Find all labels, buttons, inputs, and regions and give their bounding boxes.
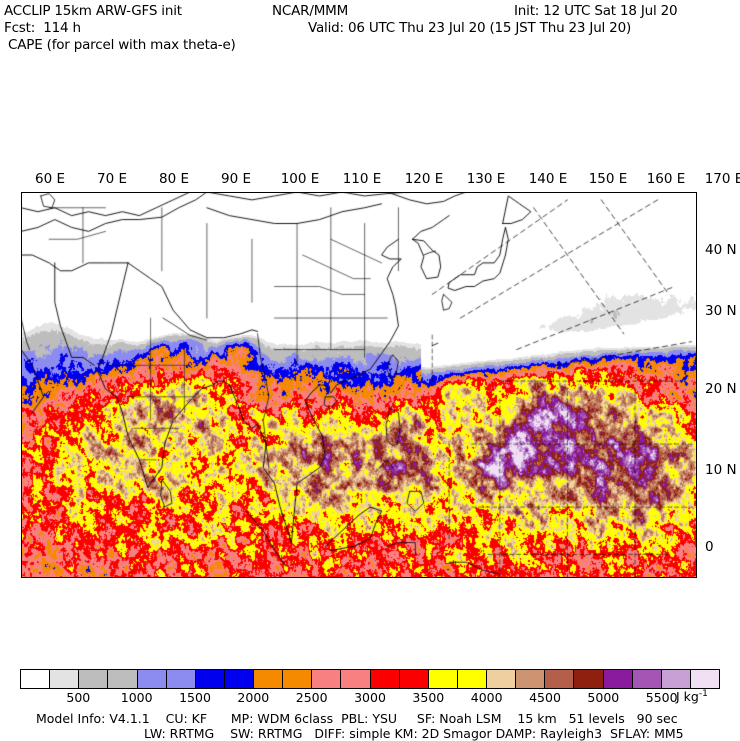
colorbar-tick-label: 1500 [179,690,211,705]
colorbar-tick-label: 3000 [354,690,386,705]
colorbar-segment [661,670,691,688]
header-forecast-hour: Fcst: 114 h [4,20,81,36]
colorbar-tick-label: 5000 [587,690,620,705]
colorbar-tick-label: 2000 [237,690,270,705]
model-info-row1: Model Info: V4.1.1 CU: KF MP: WDM 6class… [36,711,678,726]
lon-tick-label: 60 E [35,171,65,187]
colorbar-segment [545,670,575,688]
header-center: NCAR/MMM [272,3,349,19]
lon-tick-label: 70 E [97,171,127,187]
colorbar-units-exponent: -1 [698,689,708,699]
colorbar-units: J kg-1 [676,689,708,704]
colorbar-segment [370,670,400,688]
colorbar-segment [224,670,254,688]
colorbar-tick-label: 3500 [412,690,445,705]
colorbar-segment [603,670,633,688]
lon-tick-label: 120 E [404,171,444,187]
lon-tick-label: 170 E [704,171,740,187]
colorbar-tick-label: 1000 [120,690,153,705]
colorbar-segment [516,670,546,688]
lat-tick-label: 40 N [705,242,737,258]
colorbar-segment [254,670,284,688]
colorbar-segment [137,670,167,688]
lon-tick-label: 80 E [159,171,189,187]
colorbar-tick-label: 5500 [645,690,678,705]
map-frame [21,192,697,578]
colorbar-segment [79,670,109,688]
colorbar-segment [21,670,51,688]
lon-tick-label: 130 E [466,171,506,187]
model-info-row2: LW: RRTMG SW: RRTMG DIFF: simple KM: 2D … [144,726,684,741]
lat-tick-label: 30 N [705,303,737,319]
colorbar-segment [574,670,604,688]
colorbar-segment [428,670,458,688]
lon-tick-label: 90 E [221,171,251,187]
lon-tick-label: 140 E [528,171,568,187]
colorbar-segment [632,670,662,688]
colorbar [20,669,720,689]
colorbar-tick-label: 500 [66,690,91,705]
header-init-time: Init: 12 UTC Sat 18 Jul 20 [514,3,678,19]
map-panel [21,192,697,578]
colorbar-tick-label: 4000 [470,690,503,705]
header-valid-time: Valid: 06 UTC Thu 23 Jul 20 (15 JST Thu … [308,20,632,36]
lon-tick-label: 100 E [280,171,320,187]
colorbar-tick-label: 2500 [295,690,328,705]
colorbar-segments [20,669,720,689]
header-field-name: CAPE (for parcel with max theta-e) [8,37,236,53]
colorbar-segment [50,670,80,688]
header-model-line: ACCLIP 15km ARW-GFS init [4,3,182,19]
colorbar-segment [341,670,371,688]
lat-tick-label: 20 N [705,381,737,397]
colorbar-segment [283,670,313,688]
colorbar-segment [690,670,719,688]
colorbar-units-text: J kg [676,689,699,705]
colorbar-segment [108,670,138,688]
colorbar-segment [166,670,196,688]
colorbar-segment [487,670,517,688]
colorbar-tick-label: 4500 [529,690,561,705]
lat-tick-label: 0 [705,539,714,555]
cape-heatmap [21,192,697,578]
lon-tick-label: 160 E [646,171,686,187]
colorbar-segment [195,670,225,688]
colorbar-segment [312,670,342,688]
lon-tick-label: 110 E [342,171,382,187]
colorbar-segment [399,670,429,688]
colorbar-segment [457,670,487,688]
lon-tick-label: 150 E [588,171,628,187]
lat-tick-label: 10 N [705,462,737,478]
